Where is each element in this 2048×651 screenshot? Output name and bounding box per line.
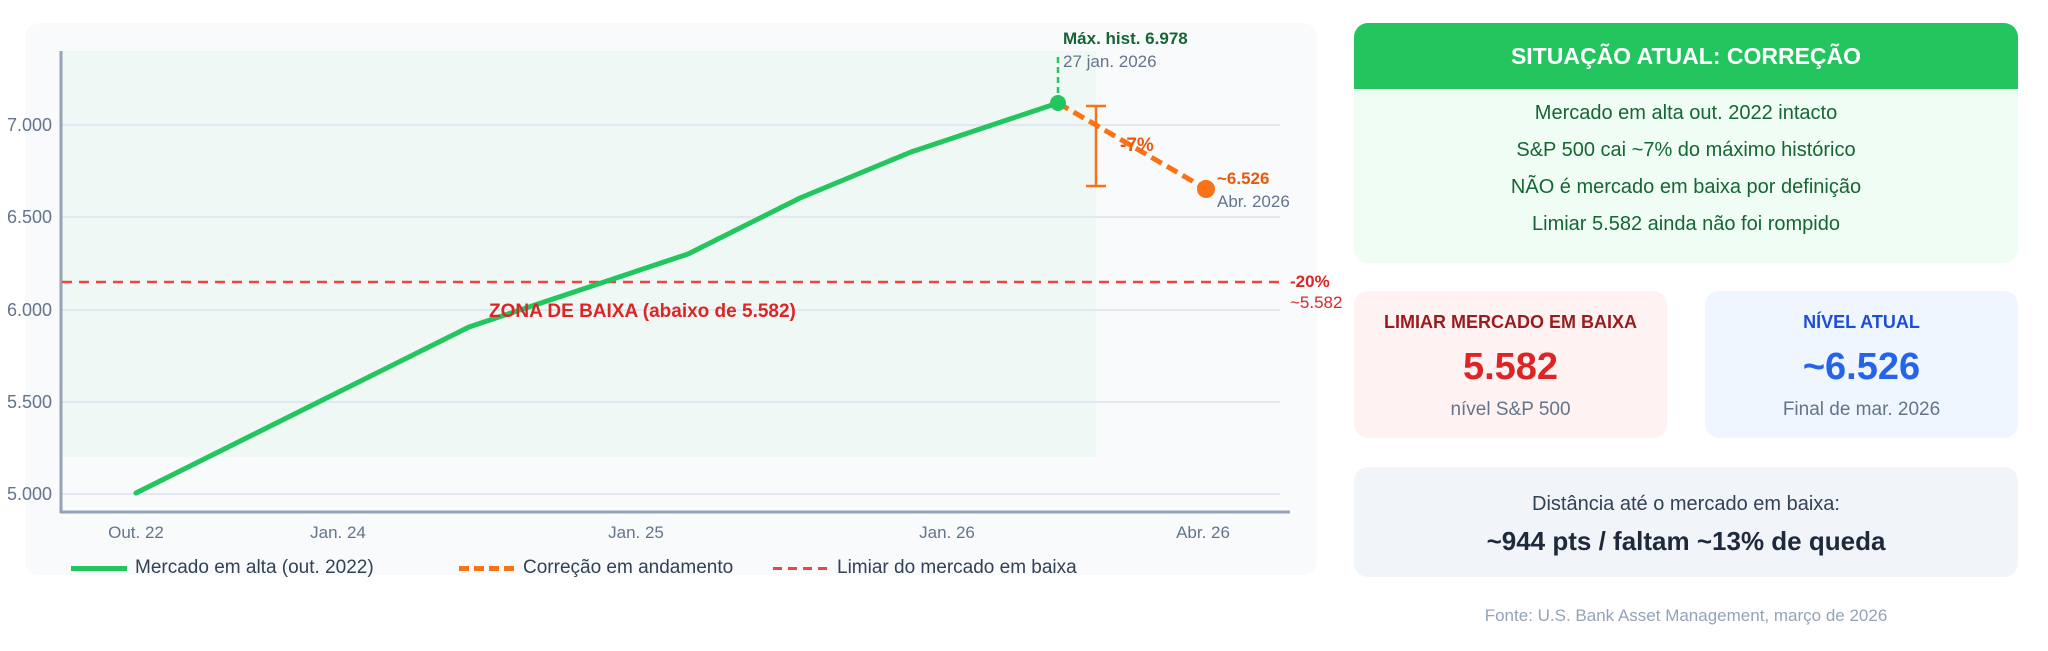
legend-swatch-dashed [459, 565, 515, 571]
status-line: Limiar 5.582 ainda não foi rompido [1532, 213, 1840, 235]
bear-zone-label: ZONA DE BAIXA (abaixo de 5.582) [489, 301, 796, 322]
current-value-label: ~6.526 [1217, 169, 1270, 188]
threshold-percent-label: -20% [1290, 272, 1330, 291]
distance-label: Distância até o mercado em baixa: [1532, 493, 1840, 515]
bull-market-shading [62, 51, 1096, 457]
line-chart [59, 51, 1290, 514]
x-tick: Jan. 25 [608, 523, 664, 542]
y-tick: 6.000 [6, 300, 52, 320]
legend-label: Limiar do mercado em baixa [837, 557, 1077, 578]
threshold-card-title: LIMIAR MERCADO EM BAIXA [1384, 312, 1637, 332]
source-note: Fonte: U.S. Bank Asset Management, março… [1484, 606, 1888, 625]
chart-panel: 7.000 6.500 6.000 5.500 5.000 Out. 22 Ja… [7, 23, 1342, 578]
status-line: S&P 500 cai ~7% do máximo histórico [1516, 139, 1856, 161]
legend-label: Mercado em alta (out. 2022) [135, 557, 374, 578]
current-card-title: NÍVEL ATUAL [1803, 312, 1920, 332]
x-tick: Jan. 26 [919, 523, 975, 542]
current-point [1197, 180, 1215, 198]
correction-line [1056, 100, 1208, 192]
x-tick: Abr. 26 [1176, 523, 1230, 542]
bull-market-line [133, 100, 1061, 496]
y-tick: 5.000 [6, 484, 52, 504]
legend-swatch-dashed [773, 566, 829, 570]
peak-point [1050, 95, 1066, 111]
y-tick: 7.000 [6, 115, 52, 135]
threshold-card: LIMIAR MERCADO EM BAIXA 5.582 nível S&P … [1354, 291, 1667, 438]
status-line: NÃO é mercado em baixa por definição [1510, 176, 1862, 198]
current-date-label: Abr. 2026 [1217, 192, 1290, 211]
drop-percent-label: -7% [1120, 135, 1154, 156]
distance-value: ~944 pts / faltam ~13% de queda [1486, 526, 1886, 556]
status-title: SITUAÇÃO ATUAL: CORREÇÃO [1354, 23, 2018, 89]
legend-swatch-solid [71, 565, 127, 571]
y-tick: 6.500 [6, 207, 52, 227]
y-tick: 5.500 [6, 392, 52, 412]
status-body: Mercado em alta out. 2022 intacto S&P 50… [1354, 89, 2018, 243]
current-level-card: NÍVEL ATUAL ~6.526 Final de mar. 2026 [1705, 291, 2018, 438]
current-card-value: ~6.526 [1802, 346, 1921, 388]
legend-item-threshold: Limiar do mercado em baixa [773, 557, 1077, 579]
threshold-value-label: ~5.582 [1290, 293, 1343, 312]
legend-item-bull: Mercado em alta (out. 2022) [71, 557, 374, 579]
status-card: SITUAÇÃO ATUAL: CORREÇÃO Mercado em alta… [1354, 23, 2018, 263]
x-tick: Jan. 24 [310, 523, 366, 542]
current-card-subtitle: Final de mar. 2026 [1782, 399, 1941, 420]
distance-card: Distância até o mercado em baixa: ~944 p… [1354, 467, 2018, 577]
legend-item-correction: Correção em andamento [459, 557, 733, 579]
gridlines [62, 124, 1280, 495]
threshold-card-subtitle: nível S&P 500 [1450, 399, 1571, 420]
threshold-card-value: 5.582 [1462, 346, 1559, 388]
drop-range-bar [1086, 104, 1106, 188]
status-line: Mercado em alta out. 2022 intacto [1534, 102, 1838, 124]
peak-date-label: 27 jan. 2026 [1063, 52, 1157, 71]
legend-label: Correção em andamento [523, 557, 734, 578]
x-tick: Out. 22 [108, 523, 164, 542]
peak-label: Máx. hist. 6.978 [1063, 29, 1188, 48]
